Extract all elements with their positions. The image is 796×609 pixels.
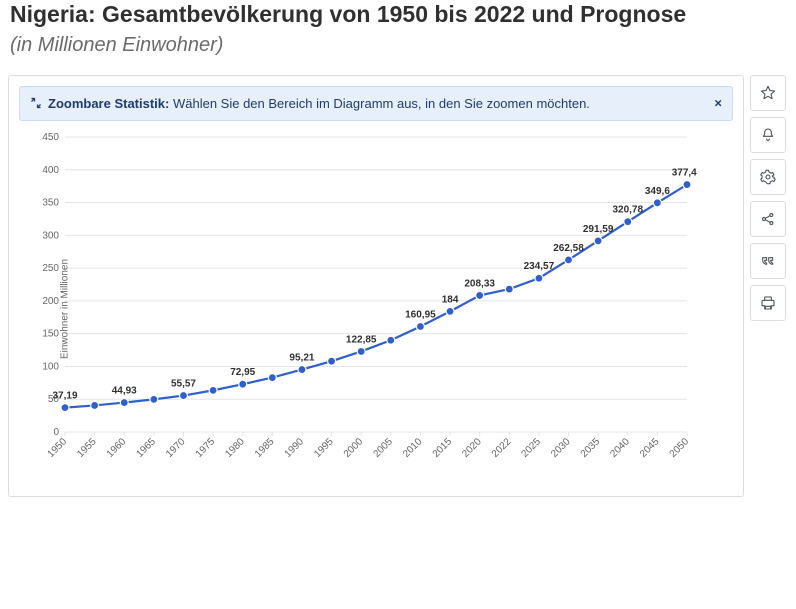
data-point[interactable] <box>535 274 543 282</box>
close-icon[interactable]: × <box>714 96 722 111</box>
svg-text:200: 200 <box>42 296 59 307</box>
data-label: 72,95 <box>230 367 255 378</box>
data-point[interactable] <box>179 391 187 399</box>
x-tick: 1985 <box>253 436 277 460</box>
data-label: 95,21 <box>289 352 314 363</box>
x-tick: 1980 <box>223 436 247 460</box>
print-icon[interactable] <box>750 285 786 321</box>
page-subtitle: (in Millionen Einwohner) <box>10 34 786 57</box>
data-point[interactable] <box>298 365 306 373</box>
x-tick: 2015 <box>431 436 455 460</box>
data-label: 320,78 <box>612 205 643 216</box>
x-tick: 2000 <box>342 436 366 460</box>
data-point[interactable] <box>565 256 573 264</box>
data-point[interactable] <box>387 336 395 344</box>
x-tick: 1955 <box>75 436 99 460</box>
share-icon[interactable] <box>750 201 786 237</box>
data-label: 122,85 <box>346 334 377 345</box>
data-point[interactable] <box>476 291 484 299</box>
data-label: 349,6 <box>645 186 670 197</box>
x-tick: 2025 <box>520 436 544 460</box>
data-label: 37,19 <box>52 391 77 402</box>
svg-text:250: 250 <box>42 263 59 274</box>
x-tick: 1965 <box>134 436 158 460</box>
action-rail <box>750 75 792 497</box>
citation-icon[interactable] <box>750 243 786 279</box>
chart-area[interactable]: Einwohner in Millionen 05010015020025030… <box>17 127 735 492</box>
x-tick: 1975 <box>194 436 218 460</box>
x-tick: 1960 <box>105 436 129 460</box>
zoom-hint: Zoombare Statistik: Wählen Sie den Berei… <box>19 86 733 121</box>
x-tick: 2045 <box>638 436 662 460</box>
data-point[interactable] <box>624 218 632 226</box>
page-title: Nigeria: Gesamtbevölkerung von 1950 bis … <box>10 0 786 30</box>
svg-text:300: 300 <box>42 230 59 241</box>
y-axis-label: Einwohner in Millionen <box>60 259 71 359</box>
hint-label: Zoombare Statistik: <box>48 96 169 111</box>
x-tick: 2010 <box>401 436 425 460</box>
data-point[interactable] <box>416 322 424 330</box>
data-label: 291,59 <box>583 224 614 235</box>
zoom-icon <box>30 97 42 109</box>
data-point[interactable] <box>446 307 454 315</box>
data-label: 234,57 <box>524 261 555 272</box>
svg-text:0: 0 <box>53 427 59 438</box>
x-tick: 1990 <box>283 436 307 460</box>
data-point[interactable] <box>594 237 602 245</box>
data-point[interactable] <box>683 180 691 188</box>
notify-icon[interactable] <box>750 117 786 153</box>
data-point[interactable] <box>209 386 217 394</box>
favorite-icon[interactable] <box>750 75 786 111</box>
hint-text: Wählen Sie den Bereich im Diagramm aus, … <box>173 96 590 111</box>
data-point[interactable] <box>268 373 276 381</box>
data-label: 208,33 <box>464 278 495 289</box>
data-point[interactable] <box>150 395 158 403</box>
x-tick: 2040 <box>608 436 632 460</box>
data-point[interactable] <box>120 398 128 406</box>
data-label: 262,58 <box>553 243 584 254</box>
x-tick: 1970 <box>164 436 188 460</box>
settings-icon[interactable] <box>750 159 786 195</box>
data-point[interactable] <box>239 380 247 388</box>
data-point[interactable] <box>505 285 513 293</box>
svg-text:400: 400 <box>42 165 59 176</box>
data-point[interactable] <box>91 401 99 409</box>
x-tick: 2050 <box>668 436 692 460</box>
data-point[interactable] <box>328 357 336 365</box>
line-chart[interactable]: 0501001502002503003504004501950195519601… <box>17 127 697 487</box>
data-label: 377,46 <box>672 167 697 178</box>
data-label: 184 <box>442 294 459 305</box>
chart-panel: Zoombare Statistik: Wählen Sie den Berei… <box>8 75 744 497</box>
x-tick: 2005 <box>371 436 395 460</box>
data-label: 55,57 <box>171 378 196 389</box>
svg-text:100: 100 <box>42 361 59 372</box>
data-point[interactable] <box>357 347 365 355</box>
x-tick: 1995 <box>312 436 336 460</box>
svg-text:150: 150 <box>42 329 59 340</box>
x-tick: 2030 <box>549 436 573 460</box>
svg-text:450: 450 <box>42 132 59 143</box>
x-tick: 1950 <box>46 436 70 460</box>
data-point[interactable] <box>653 199 661 207</box>
data-label: 44,93 <box>112 385 137 396</box>
data-point[interactable] <box>61 404 69 412</box>
x-tick: 2022 <box>490 436 514 460</box>
svg-text:350: 350 <box>42 197 59 208</box>
x-tick: 2035 <box>579 436 603 460</box>
data-label: 160,95 <box>405 309 436 320</box>
x-tick: 2020 <box>460 436 484 460</box>
